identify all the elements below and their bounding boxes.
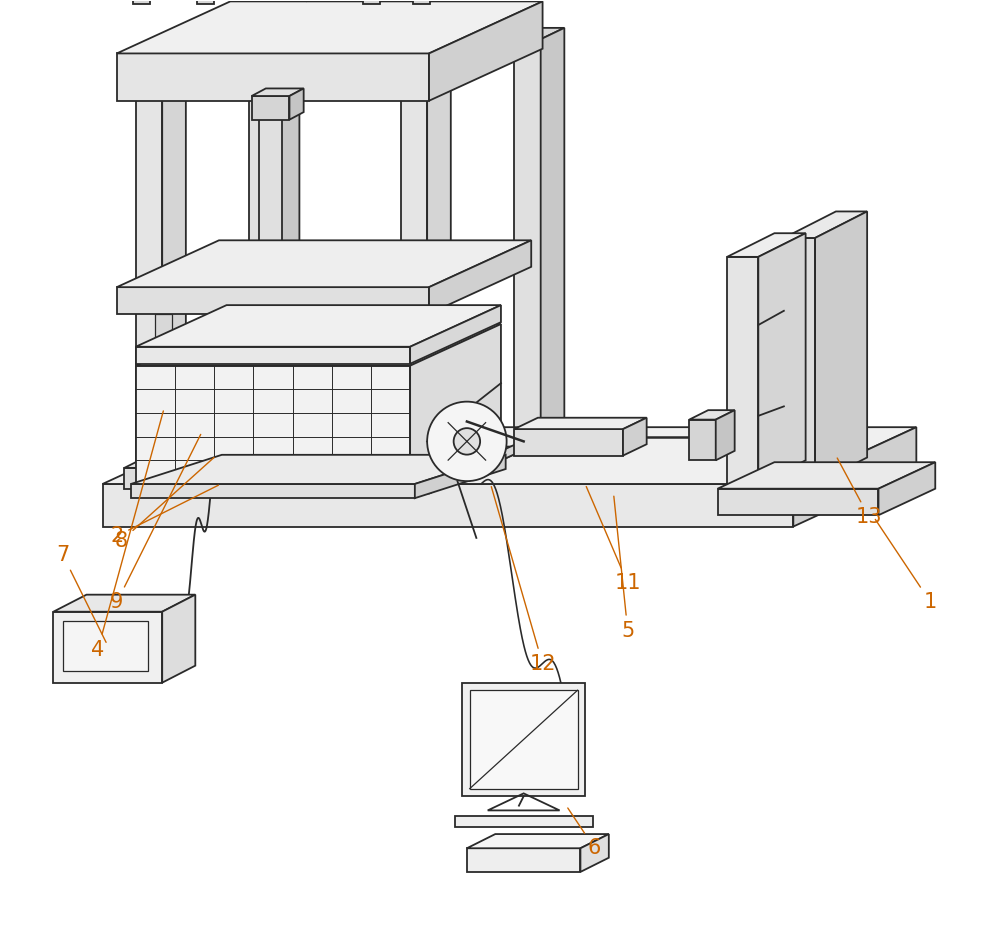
Polygon shape <box>136 80 186 91</box>
Polygon shape <box>117 1 543 53</box>
Polygon shape <box>541 28 564 432</box>
Polygon shape <box>727 257 758 484</box>
Polygon shape <box>252 88 304 96</box>
Polygon shape <box>784 238 815 484</box>
Polygon shape <box>136 346 410 363</box>
Text: 1: 1 <box>875 519 937 612</box>
Polygon shape <box>623 418 647 456</box>
Polygon shape <box>413 0 430 4</box>
Polygon shape <box>155 313 172 346</box>
Polygon shape <box>131 484 415 498</box>
Polygon shape <box>136 324 501 365</box>
Polygon shape <box>276 28 299 432</box>
Text: 11: 11 <box>586 487 641 593</box>
Polygon shape <box>174 458 192 489</box>
Polygon shape <box>878 462 935 515</box>
Polygon shape <box>332 313 349 346</box>
Circle shape <box>427 401 507 481</box>
Polygon shape <box>438 458 457 489</box>
Polygon shape <box>470 690 578 789</box>
Polygon shape <box>117 53 429 101</box>
Polygon shape <box>391 313 408 346</box>
Polygon shape <box>103 484 793 527</box>
Polygon shape <box>103 427 916 484</box>
Polygon shape <box>427 80 451 484</box>
Polygon shape <box>455 816 593 828</box>
Polygon shape <box>514 28 564 39</box>
Polygon shape <box>793 427 916 527</box>
Polygon shape <box>289 88 304 120</box>
Polygon shape <box>389 468 438 489</box>
Polygon shape <box>580 834 609 872</box>
Polygon shape <box>162 595 195 682</box>
Polygon shape <box>467 848 580 872</box>
Polygon shape <box>462 682 585 796</box>
Polygon shape <box>758 233 806 484</box>
Polygon shape <box>689 410 735 419</box>
Polygon shape <box>401 91 427 484</box>
Polygon shape <box>401 80 451 91</box>
Text: 4: 4 <box>91 411 163 660</box>
Polygon shape <box>363 0 380 4</box>
Text: 6: 6 <box>568 808 601 858</box>
Polygon shape <box>259 101 282 302</box>
Polygon shape <box>131 455 506 484</box>
Polygon shape <box>136 91 162 484</box>
Polygon shape <box>214 313 231 346</box>
Text: 9: 9 <box>110 435 201 612</box>
Polygon shape <box>784 212 867 238</box>
Polygon shape <box>718 462 935 489</box>
Polygon shape <box>410 306 501 363</box>
Text: 2: 2 <box>110 485 218 546</box>
Polygon shape <box>718 489 878 515</box>
Polygon shape <box>162 80 186 484</box>
Polygon shape <box>514 429 623 456</box>
Polygon shape <box>514 39 541 432</box>
Text: 7: 7 <box>56 545 106 642</box>
Polygon shape <box>815 212 867 484</box>
Circle shape <box>454 428 480 455</box>
Polygon shape <box>467 834 609 848</box>
Polygon shape <box>124 468 174 489</box>
Polygon shape <box>410 324 501 484</box>
Polygon shape <box>133 0 150 4</box>
Polygon shape <box>117 240 531 288</box>
Polygon shape <box>429 240 531 313</box>
Polygon shape <box>53 612 162 682</box>
Polygon shape <box>53 595 195 612</box>
Polygon shape <box>197 0 214 4</box>
Polygon shape <box>124 458 192 468</box>
Polygon shape <box>63 622 148 671</box>
Text: 8: 8 <box>115 457 214 550</box>
Polygon shape <box>689 419 716 460</box>
Text: 12: 12 <box>491 487 556 674</box>
Polygon shape <box>136 306 501 346</box>
Text: 13: 13 <box>837 458 882 527</box>
Polygon shape <box>273 313 290 346</box>
Polygon shape <box>249 28 299 39</box>
Polygon shape <box>429 437 531 493</box>
Polygon shape <box>306 0 334 1</box>
Polygon shape <box>415 455 506 498</box>
Polygon shape <box>136 365 410 484</box>
Polygon shape <box>514 418 647 429</box>
Polygon shape <box>252 96 289 120</box>
Polygon shape <box>235 0 306 1</box>
Polygon shape <box>249 39 276 432</box>
Polygon shape <box>278 447 531 493</box>
Polygon shape <box>117 288 429 313</box>
Polygon shape <box>716 410 735 460</box>
Text: 5: 5 <box>614 496 634 641</box>
Polygon shape <box>278 484 429 493</box>
Polygon shape <box>389 458 457 468</box>
Polygon shape <box>727 233 806 257</box>
Polygon shape <box>429 1 543 101</box>
